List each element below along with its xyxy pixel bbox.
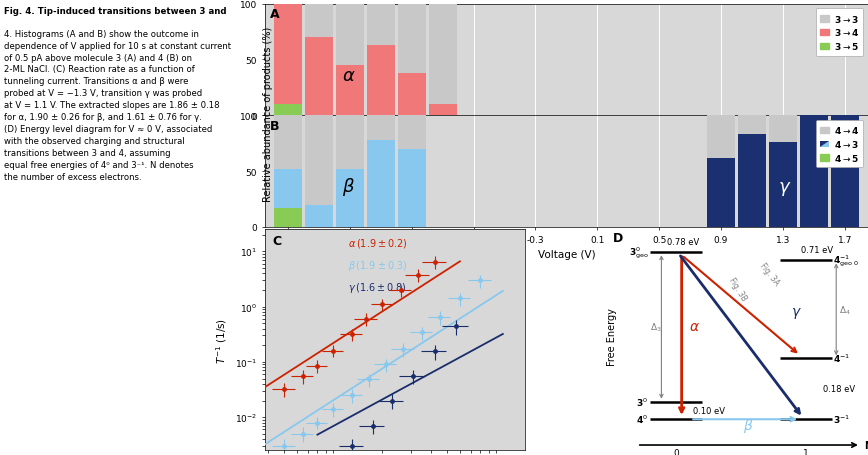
Text: $\gamma$: $\gamma$ [792, 306, 802, 321]
Bar [336, 5, 364, 66]
Bar [367, 46, 395, 116]
Bar [336, 170, 364, 228]
Bar [398, 149, 425, 228]
Bar [738, 116, 766, 135]
Bar [367, 141, 395, 228]
Bar [398, 5, 425, 74]
Text: $\gamma$: $\gamma$ [779, 180, 792, 198]
Bar [336, 66, 364, 116]
Text: Fig. 3A: Fig. 3A [758, 261, 780, 287]
Bar [305, 38, 332, 116]
Bar [429, 5, 457, 105]
Bar [367, 5, 395, 46]
Text: Fig. 3B: Fig. 3B [727, 276, 748, 303]
Bar [305, 205, 332, 228]
Bar [831, 116, 858, 228]
Text: Relative abundance of products (%): Relative abundance of products (%) [263, 26, 273, 201]
Bar [769, 143, 797, 228]
Legend: $\mathbf{4}\rightarrow\mathbf{4}$, $\mathbf{4}\rightarrow\mathbf{3}$, $\mathbf{4: $\mathbf{4}\rightarrow\mathbf{4}$, $\mat… [816, 121, 864, 168]
Text: $\mathbf{3}^0$: $\mathbf{3}^0$ [636, 395, 648, 408]
Bar [398, 74, 425, 116]
Text: 0.10 eV: 0.10 eV [694, 406, 725, 415]
Text: $\beta\,(1.9\pm0.3)$: $\beta\,(1.9\pm0.3)$ [348, 258, 407, 273]
Text: 4. Histograms (A and B) show the outcome in
dependence of V applied for 10 s at : 4. Histograms (A and B) show the outcome… [4, 30, 232, 182]
Bar [800, 116, 828, 228]
Text: $\alpha\,(1.9\pm0.2)$: $\alpha\,(1.9\pm0.2)$ [348, 237, 407, 249]
Text: $\mathbf{4}^0$: $\mathbf{4}^0$ [636, 413, 648, 425]
Bar [305, 116, 332, 205]
Legend: $\mathbf{3}\rightarrow\mathbf{3}$, $\mathbf{3}\rightarrow\mathbf{4}$, $\mathbf{3: $\mathbf{3}\rightarrow\mathbf{3}$, $\mat… [816, 9, 864, 56]
Bar [336, 116, 364, 170]
Bar [738, 135, 766, 228]
X-axis label: Voltage (V): Voltage (V) [537, 250, 595, 260]
Text: $\beta$: $\beta$ [743, 416, 753, 434]
Text: N: N [864, 440, 868, 450]
Text: $\mathbf{3}^{-1}$: $\mathbf{3}^{-1}$ [833, 413, 851, 425]
Bar [429, 105, 457, 116]
Text: 0.71 eV: 0.71 eV [801, 245, 833, 254]
Text: $\mathbf{4}^{-1}$: $\mathbf{4}^{-1}$ [833, 352, 851, 364]
Bar [707, 158, 735, 228]
Bar [274, 170, 302, 208]
Text: $\Delta_4$: $\Delta_4$ [839, 303, 851, 316]
Text: 0: 0 [673, 448, 679, 455]
Text: $\gamma\,(1.6\pm0.8)$: $\gamma\,(1.6\pm0.8)$ [348, 281, 407, 294]
Bar [274, 116, 302, 170]
Y-axis label: $T^{-1}$ (1/s): $T^{-1}$ (1/s) [214, 317, 229, 363]
Text: C: C [273, 234, 281, 247]
Text: Fig. 4. Tip-induced transitions between 3 and: Fig. 4. Tip-induced transitions between … [4, 7, 227, 16]
Bar [274, 208, 302, 228]
Bar [707, 116, 735, 158]
Bar [305, 5, 332, 38]
Text: 1: 1 [803, 448, 809, 455]
Text: $\Delta_3$: $\Delta_3$ [650, 321, 661, 334]
Text: A: A [270, 8, 279, 21]
Text: $\mathbf{3}^0_\mathsf{geo}$: $\mathbf{3}^0_\mathsf{geo}$ [628, 245, 648, 261]
Text: D: D [613, 232, 623, 245]
Text: $\alpha$: $\alpha$ [689, 320, 700, 334]
Bar [274, 5, 302, 105]
Bar [274, 105, 302, 116]
Text: 0.78 eV: 0.78 eV [667, 237, 700, 246]
Text: Free Energy: Free Energy [608, 307, 617, 365]
Text: $\beta$: $\beta$ [342, 176, 355, 198]
Text: $\mathbf{4}^{-1}_\mathsf{geo\ 0}$: $\mathbf{4}^{-1}_\mathsf{geo\ 0}$ [833, 253, 859, 268]
Bar [398, 116, 425, 149]
Bar [367, 116, 395, 141]
Text: 0.18 eV: 0.18 eV [823, 384, 855, 393]
Text: B: B [270, 119, 279, 132]
Bar [769, 116, 797, 143]
Text: $\alpha$: $\alpha$ [342, 66, 356, 84]
